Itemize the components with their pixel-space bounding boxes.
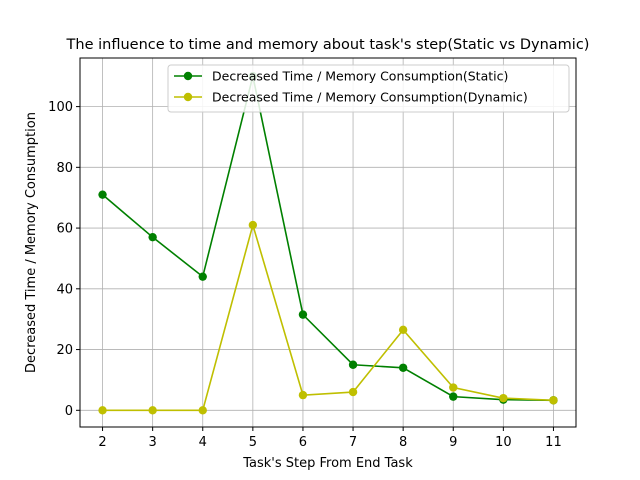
x-tick-label: 4 (199, 435, 207, 450)
x-axis-label: Task's Step From End Task (242, 456, 413, 471)
data-point-1 (549, 396, 558, 405)
x-axis-ticks: 2 3 4 5 6 7 8 9 10 11 (98, 427, 562, 450)
y-tick-label: 80 (56, 161, 73, 176)
grid-lines (80, 58, 576, 427)
y-axis-ticks: 0 20 40 60 80 100 (48, 100, 80, 419)
series-line-0 (102, 76, 554, 402)
chart-title: The influence to time and memory about t… (66, 37, 590, 53)
data-point-1 (98, 406, 107, 415)
data-point-0 (449, 392, 458, 401)
data-point-0 (98, 190, 107, 199)
y-tick-label: 100 (48, 100, 73, 115)
x-tick-label: 6 (299, 435, 307, 450)
y-tick-label: 60 (56, 222, 73, 237)
x-tick-label: 3 (149, 435, 157, 450)
legend-marker-0 (183, 71, 193, 81)
data-point-0 (298, 310, 308, 319)
legend: Decreased Time / Memory Consumption(Stat… (167, 64, 570, 113)
data-point-0 (198, 272, 207, 281)
legend-box (167, 64, 570, 113)
y-tick-label: 0 (65, 404, 73, 419)
data-point-1 (248, 220, 258, 230)
y-tick-label: 20 (56, 343, 73, 358)
legend-label-1: Decreased Time / Memory Consumption(Dyna… (212, 90, 528, 105)
x-tick-label: 9 (449, 435, 457, 450)
x-tick-label: 8 (399, 435, 407, 450)
data-point-1 (298, 390, 308, 400)
y-tick-label: 40 (56, 282, 73, 297)
series-layer (98, 72, 558, 415)
series-line-1 (102, 222, 554, 412)
data-point-1 (449, 383, 458, 392)
data-point-0 (398, 363, 408, 372)
data-point-1 (499, 393, 508, 403)
data-point-0 (148, 232, 157, 242)
data-point-1 (148, 406, 157, 415)
x-tick-label: 11 (545, 435, 562, 450)
x-tick-label: 2 (98, 435, 106, 450)
x-tick-label: 10 (495, 435, 512, 450)
legend-label-0: Decreased Time / Memory Consumption(Stat… (212, 69, 508, 84)
x-tick-label: 5 (249, 435, 257, 450)
data-point-1 (398, 325, 408, 335)
legend-marker-1 (183, 92, 193, 102)
data-point-1 (198, 406, 207, 415)
data-point-0 (348, 360, 358, 369)
plot-frame (79, 57, 577, 428)
y-axis-label: Decreased Time / Memory Consumption (24, 112, 39, 373)
data-point-1 (348, 387, 358, 397)
x-tick-label: 7 (349, 435, 357, 450)
